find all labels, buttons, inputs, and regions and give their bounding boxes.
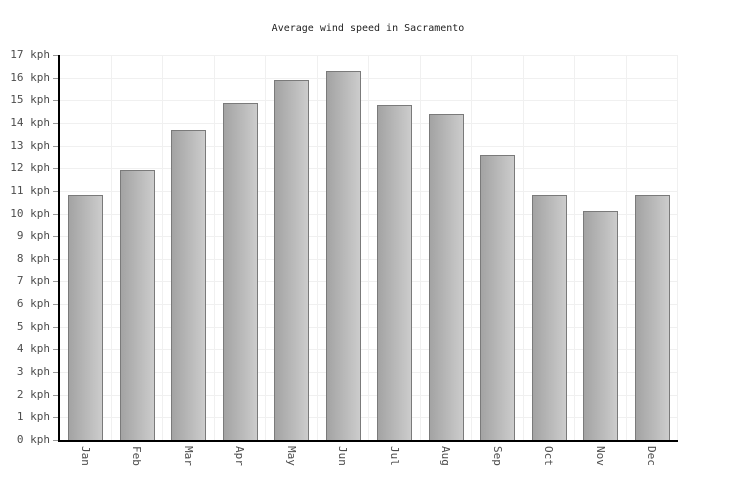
x-tick-label: Jul: [388, 446, 401, 466]
bar: [68, 195, 103, 440]
y-tick-label: 7 kph: [16, 274, 50, 287]
gridline-horizontal: [60, 191, 678, 192]
plot-area: [58, 55, 678, 442]
y-tick-label: 12 kph: [10, 161, 50, 174]
gridline-horizontal: [60, 123, 678, 124]
y-tick-mark: [53, 236, 58, 237]
gridline-horizontal: [60, 214, 678, 215]
y-tick-mark: [53, 168, 58, 169]
bar: [583, 211, 618, 440]
y-tick-mark: [53, 372, 58, 373]
y-tick-label: 4 kph: [16, 342, 50, 355]
gridline-horizontal: [60, 259, 678, 260]
gridline-vertical: [265, 55, 266, 440]
bar: [326, 71, 361, 440]
gridline-vertical: [677, 55, 678, 440]
gridline-horizontal: [60, 327, 678, 328]
y-tick-mark: [53, 78, 58, 79]
gridline-vertical: [214, 55, 215, 440]
gridline-vertical: [317, 55, 318, 440]
x-tick-label: Oct: [542, 446, 555, 466]
y-tick-label: 16 kph: [10, 71, 50, 84]
gridline-vertical: [162, 55, 163, 440]
gridline-horizontal: [60, 78, 678, 79]
bar: [223, 103, 258, 440]
y-tick-mark: [53, 395, 58, 396]
gridline-horizontal: [60, 168, 678, 169]
gridline-vertical: [471, 55, 472, 440]
bar: [120, 170, 155, 440]
gridline-vertical: [368, 55, 369, 440]
y-tick-label: 11 kph: [10, 184, 50, 197]
bar: [171, 130, 206, 440]
x-tick-label: May: [285, 446, 298, 466]
gridline-horizontal: [60, 55, 678, 56]
y-tick-mark: [53, 214, 58, 215]
y-tick-label: 13 kph: [10, 139, 50, 152]
x-tick-label: Aug: [439, 446, 452, 466]
gridline-horizontal: [60, 236, 678, 237]
bar: [429, 114, 464, 440]
y-tick-mark: [53, 123, 58, 124]
x-tick-label: Jun: [336, 446, 349, 466]
y-tick-mark: [53, 191, 58, 192]
gridline-vertical: [626, 55, 627, 440]
y-tick-label: 5 kph: [16, 320, 50, 333]
x-tick-label: Jan: [79, 446, 92, 466]
y-tick-label: 1 kph: [16, 410, 50, 423]
gridline-horizontal: [60, 349, 678, 350]
y-tick-label: 6 kph: [16, 297, 50, 310]
y-tick-label: 8 kph: [16, 252, 50, 265]
y-tick-label: 10 kph: [10, 207, 50, 220]
x-tick-label: Dec: [645, 446, 658, 466]
y-tick-mark: [53, 100, 58, 101]
y-tick-mark: [53, 146, 58, 147]
y-tick-mark: [53, 281, 58, 282]
chart-title: Average wind speed in Sacramento: [271, 23, 465, 34]
x-tick-label: Sep: [491, 446, 504, 466]
gridline-horizontal: [60, 281, 678, 282]
gridline-vertical: [420, 55, 421, 440]
y-tick-mark: [53, 259, 58, 260]
y-tick-label: 0 kph: [16, 433, 50, 446]
bar: [480, 155, 515, 440]
gridline-horizontal: [60, 304, 678, 305]
y-tick-label: 17 kph: [10, 48, 50, 61]
x-tick-label: Feb: [130, 446, 143, 466]
gridline-vertical: [111, 55, 112, 440]
y-tick-label: 15 kph: [10, 93, 50, 106]
y-tick-mark: [53, 304, 58, 305]
y-tick-mark: [53, 327, 58, 328]
y-tick-label: 2 kph: [16, 388, 50, 401]
y-tick-mark: [53, 55, 58, 56]
gridline-horizontal: [60, 100, 678, 101]
gridline-horizontal: [60, 146, 678, 147]
bar: [377, 105, 412, 440]
y-tick-label: 14 kph: [10, 116, 50, 129]
x-tick-label: Nov: [594, 446, 607, 466]
y-tick-mark: [53, 349, 58, 350]
gridline-horizontal: [60, 417, 678, 418]
y-tick-mark: [53, 440, 58, 441]
gridline-horizontal: [60, 372, 678, 373]
y-tick-label: 3 kph: [16, 365, 50, 378]
y-tick-label: 9 kph: [16, 229, 50, 242]
x-tick-label: Mar: [182, 446, 195, 466]
bar: [274, 80, 309, 440]
bar: [635, 195, 670, 440]
gridline-vertical: [523, 55, 524, 440]
x-tick-label: Apr: [233, 446, 246, 466]
gridline-horizontal: [60, 395, 678, 396]
y-tick-mark: [53, 417, 58, 418]
gridline-vertical: [574, 55, 575, 440]
bar: [532, 195, 567, 440]
